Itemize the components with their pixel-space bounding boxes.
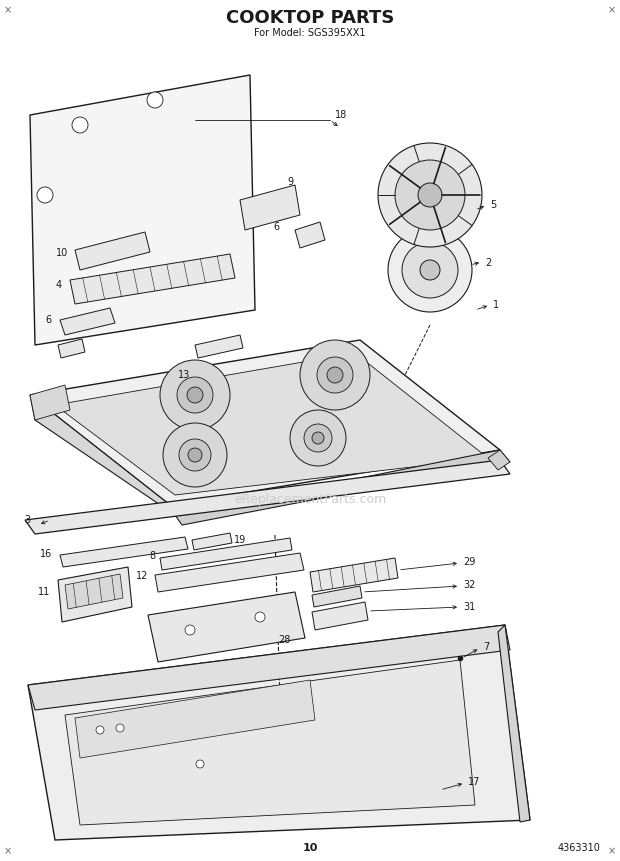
Text: For Model: SGS395XX1: For Model: SGS395XX1 (254, 28, 366, 38)
Text: 4363310: 4363310 (557, 843, 600, 853)
Circle shape (420, 260, 440, 280)
Text: ×: × (608, 5, 616, 15)
Circle shape (96, 726, 104, 734)
Polygon shape (75, 680, 315, 758)
Circle shape (395, 160, 465, 230)
Text: 10: 10 (56, 248, 68, 258)
Text: 6: 6 (46, 315, 52, 325)
Polygon shape (55, 353, 488, 495)
Text: 32: 32 (463, 580, 476, 590)
Polygon shape (70, 254, 235, 304)
Circle shape (177, 377, 213, 413)
Text: 2: 2 (485, 258, 491, 268)
Circle shape (388, 228, 472, 312)
Polygon shape (312, 586, 362, 607)
Text: 10: 10 (303, 843, 317, 853)
Polygon shape (60, 537, 188, 567)
Polygon shape (488, 450, 510, 470)
Circle shape (72, 117, 88, 133)
Circle shape (317, 357, 353, 393)
Text: 16: 16 (40, 549, 52, 559)
Polygon shape (148, 592, 305, 662)
Polygon shape (175, 450, 510, 525)
Text: ×: × (4, 846, 12, 856)
Polygon shape (28, 625, 530, 840)
Polygon shape (192, 533, 232, 550)
Circle shape (187, 387, 203, 403)
Circle shape (290, 410, 346, 466)
Circle shape (327, 367, 343, 383)
Polygon shape (160, 538, 292, 570)
Polygon shape (30, 395, 175, 515)
Circle shape (312, 432, 324, 444)
Circle shape (188, 448, 202, 462)
Text: ×: × (608, 846, 616, 856)
Polygon shape (58, 567, 132, 622)
Text: 1: 1 (493, 300, 499, 310)
Circle shape (304, 424, 332, 452)
Text: 7: 7 (483, 642, 489, 652)
Polygon shape (28, 625, 510, 710)
Polygon shape (295, 222, 325, 248)
Text: 12: 12 (136, 571, 148, 581)
Text: 11: 11 (38, 587, 50, 597)
Polygon shape (58, 339, 85, 358)
Circle shape (418, 183, 442, 207)
Text: 9: 9 (287, 177, 293, 187)
Text: 19: 19 (234, 535, 246, 545)
Circle shape (196, 760, 204, 768)
Circle shape (160, 360, 230, 430)
Polygon shape (312, 602, 368, 630)
Polygon shape (155, 553, 304, 592)
Circle shape (179, 439, 211, 471)
Polygon shape (498, 625, 530, 822)
Polygon shape (65, 660, 475, 825)
Text: ×: × (4, 5, 12, 15)
Polygon shape (30, 385, 70, 420)
Polygon shape (30, 75, 255, 345)
Text: 3: 3 (24, 515, 30, 525)
Circle shape (402, 242, 458, 298)
Polygon shape (65, 574, 123, 609)
Polygon shape (75, 232, 150, 270)
Polygon shape (30, 340, 500, 505)
Polygon shape (310, 558, 398, 592)
Text: 13: 13 (178, 370, 190, 380)
Polygon shape (60, 308, 115, 335)
Circle shape (300, 340, 370, 410)
Text: 6: 6 (274, 222, 280, 232)
Text: 28: 28 (278, 635, 290, 645)
Circle shape (116, 724, 124, 732)
Polygon shape (25, 460, 510, 534)
Text: 4: 4 (56, 280, 62, 290)
Text: COOKTOP PARTS: COOKTOP PARTS (226, 9, 394, 27)
Polygon shape (195, 335, 243, 358)
Text: eReplacementParts.com: eReplacementParts.com (234, 493, 386, 506)
Text: 18: 18 (335, 110, 347, 120)
Text: 17: 17 (468, 777, 481, 787)
Text: 8: 8 (149, 551, 155, 561)
Circle shape (378, 143, 482, 247)
Circle shape (147, 92, 163, 108)
Text: 31: 31 (463, 602, 476, 612)
Circle shape (255, 612, 265, 622)
Text: 29: 29 (463, 557, 476, 567)
Polygon shape (240, 185, 300, 230)
Circle shape (185, 625, 195, 635)
Circle shape (37, 187, 53, 203)
Circle shape (163, 423, 227, 487)
Text: 5: 5 (490, 200, 496, 210)
